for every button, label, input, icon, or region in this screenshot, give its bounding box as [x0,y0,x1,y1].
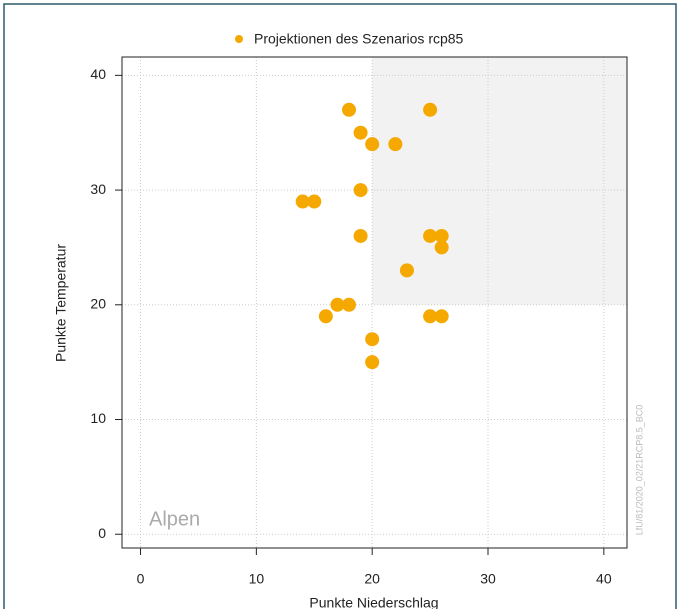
point [434,240,449,255]
point [342,297,357,312]
plot-box [121,56,628,549]
legend-marker [235,35,243,43]
x-tick-label: 40 [596,571,612,587]
point [353,183,368,198]
source-note: LfU/81/2020_02/21RCP8.5_BC0 [634,405,644,536]
y-tick-label: 40 [90,66,106,82]
y-tick-label: 20 [90,295,106,311]
point [434,228,449,243]
point [399,263,414,278]
point [423,309,438,324]
point [434,309,449,324]
y-tick-label: 0 [98,525,106,541]
legend-label: Projektionen des Szenarios rcp85 [254,31,464,47]
point [365,332,380,347]
point [353,228,368,243]
point [342,102,357,117]
point [388,137,403,152]
y-tick-label: 30 [90,181,106,197]
y-tick-label: 10 [90,410,106,426]
point [423,228,438,243]
point [307,194,322,209]
y-axis-label: Punkte Temperatur [53,244,69,362]
point [365,355,380,370]
region-label: Alpen [149,508,200,530]
shaded-region [372,57,627,305]
point [295,194,310,209]
point [423,102,438,117]
x-tick-label: 10 [249,571,265,587]
x-tick-label: 0 [137,571,145,587]
x-tick-label: 20 [364,571,380,587]
frame [3,3,677,609]
point [353,125,368,140]
point [365,137,380,152]
point [318,309,333,324]
point [330,297,345,312]
x-axis-label: Punkte Niederschlag [309,595,438,609]
x-tick-label: 30 [480,571,496,587]
